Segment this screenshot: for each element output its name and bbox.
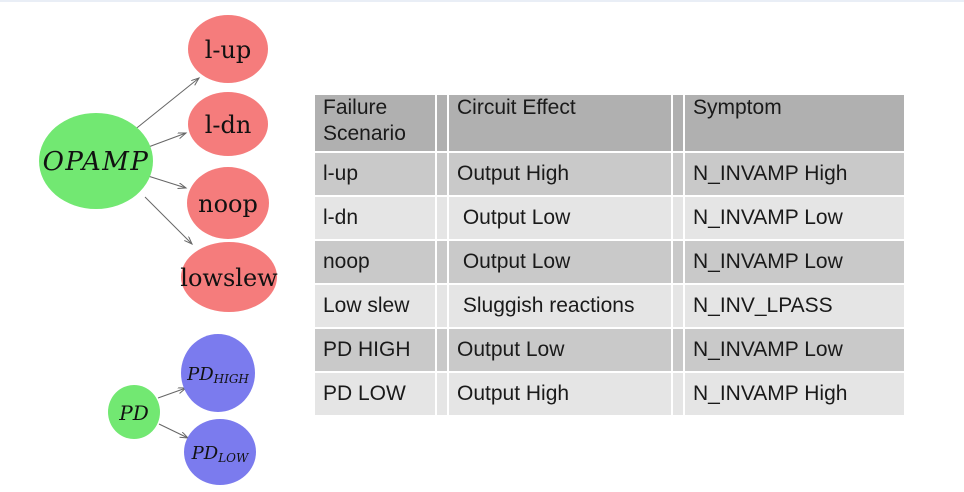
column-header-circuit-effect: Circuit Effect [449,95,671,151]
table-row-pdhigh: PD HIGH Output Low N_INVAMP Low [315,329,904,371]
node-lup-ellipse [188,15,268,83]
top-edge-line [0,0,964,2]
cell-failure-scenario: l-dn [315,197,435,239]
cell-circuit-effect: Sluggish reactions [449,285,671,327]
pdlow-label-main: PD [191,443,219,464]
node-lowslew-ellipse [181,242,277,312]
pdhigh-label-main: PD [186,364,214,385]
node-ldn-label: l-dn [205,111,252,139]
cell-symptom: N_INVAMP High [685,373,904,415]
table-row-noop: noop Output Low N_INVAMP Low [315,241,904,283]
node-noop-label: noop [198,190,258,218]
node-pdhigh-ellipse [181,334,255,412]
cell-circuit-effect: Output Low [449,241,671,283]
node-pd-label: PD [118,401,149,425]
cell-circuit-effect: Output Low [449,329,671,371]
gap-cell [673,241,683,283]
gap-cell [673,197,683,239]
cell-failure-scenario: Low slew [315,285,435,327]
node-pdhigh-label: PDHIGH [186,364,249,387]
gap-cell [673,153,683,195]
node-opamp-label: OPAMP [43,147,150,177]
table-row-lowslew: Low slew Sluggish reactions N_INV_LPASS [315,285,904,327]
node-noop-ellipse [187,167,269,239]
node-lup-label: l-up [205,36,252,64]
gap-cell [437,197,447,239]
failure-scenario-table: Failure Scenario Circuit Effect Symptom … [313,93,906,417]
gap-cell [437,373,447,415]
cell-failure-scenario: PD HIGH [315,329,435,371]
edge-pd-pdhigh [157,388,186,399]
cell-symptom: N_INVAMP Low [685,197,904,239]
pdhigh-label-subscript: HIGH [213,372,250,386]
edge-pd-pdlow [158,423,188,438]
table-row-lup: l-up Output High N_INVAMP High [315,153,904,195]
cell-symptom: N_INVAMP Low [685,329,904,371]
edge-opamp-noop [147,175,186,188]
cell-failure-scenario: l-up [315,153,435,195]
gap-cell [673,329,683,371]
cell-failure-scenario: noop [315,241,435,283]
pdlow-label-subscript: LOW [217,451,250,465]
gap-cell [437,241,447,283]
gap-cell [437,285,447,327]
node-opamp-ellipse [39,113,153,209]
column-header-failure-scenario: Failure Scenario [315,95,435,151]
edge-opamp-lup [132,78,199,132]
cell-circuit-effect: Output High [449,373,671,415]
table-row-ldn: l-dn Output Low N_INVAMP Low [315,197,904,239]
cell-circuit-effect: Output High [449,153,671,195]
gap-cell [673,373,683,415]
edge-opamp-lowslew [144,196,192,244]
cell-failure-scenario: PD LOW [315,373,435,415]
gap-cell [437,329,447,371]
header-gap-cell-1 [437,95,447,151]
cell-circuit-effect: Output Low [449,197,671,239]
node-pdlow-label: PDLOW [191,443,250,466]
node-pd-ellipse [108,385,160,439]
node-pdlow-ellipse [184,419,256,485]
gap-cell [673,285,683,327]
fault-tree-diagram: OPAMP l-up l-dn noop lowslew PD PDHIGH P… [39,15,278,485]
table-row-pdlow: PD LOW Output High N_INVAMP High [315,373,904,415]
cell-symptom: N_INVAMP Low [685,241,904,283]
cell-symptom: N_INV_LPASS [685,285,904,327]
node-lowslew-label: lowslew [180,264,278,292]
table-header-row: Failure Scenario Circuit Effect Symptom [315,95,904,151]
column-header-symptom: Symptom [685,95,904,151]
node-ldn-ellipse [188,92,268,156]
header-gap-cell-2 [673,95,683,151]
cell-symptom: N_INVAMP High [685,153,904,195]
gap-cell [437,153,447,195]
